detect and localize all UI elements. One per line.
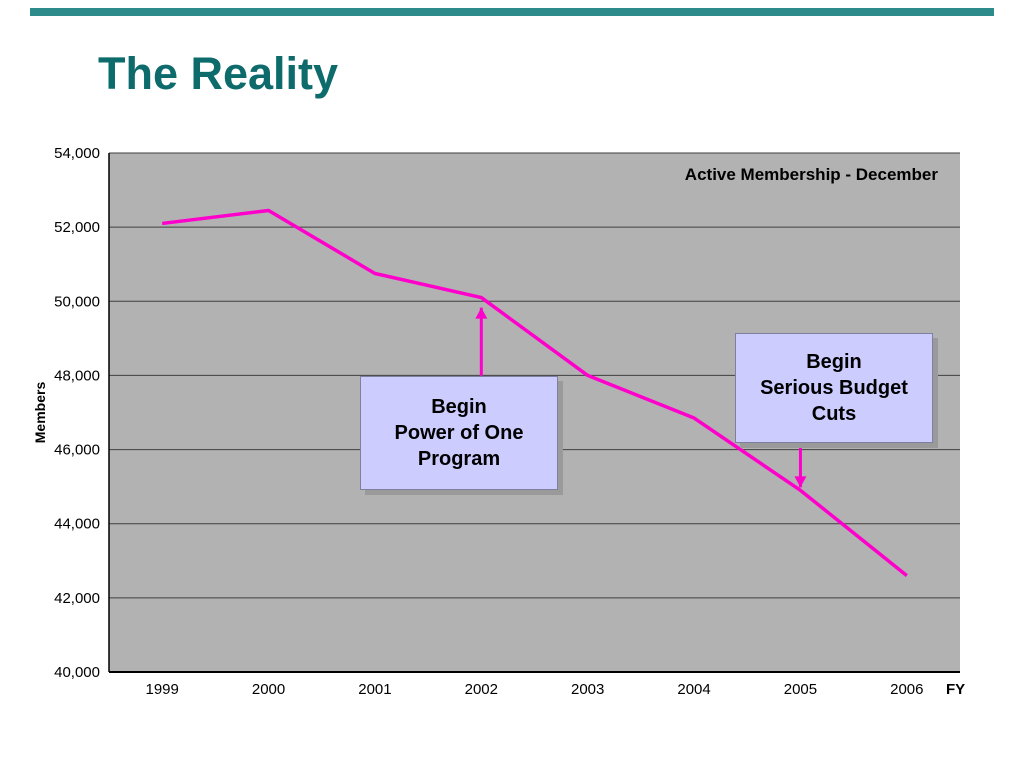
y-axis-title: Members <box>35 382 48 444</box>
y-tick-label: 46,000 <box>54 442 100 459</box>
x-tick-label: 2003 <box>571 681 604 698</box>
callout-text: Begin Power of One Program <box>394 396 524 470</box>
callout-power-of-one-program: Begin Power of One Program <box>360 376 558 490</box>
membership-line <box>161 208 908 577</box>
y-tick-label: 54,000 <box>54 145 100 162</box>
x-tick-label: 2006 <box>890 681 923 698</box>
y-tick-label: 52,000 <box>54 219 100 236</box>
page-title: The Reality <box>98 48 339 99</box>
chart-title: Active Membership - December <box>685 165 939 184</box>
y-tick-label: 44,000 <box>54 516 100 533</box>
x-tick-label: 1999 <box>146 681 179 698</box>
x-tick-label: 2000 <box>252 681 285 698</box>
callout-arrow-head <box>794 476 807 488</box>
x-tick-label: 2005 <box>784 681 817 698</box>
x-axis-title: FY <box>946 681 965 698</box>
y-tick-label: 50,000 <box>54 293 100 310</box>
callout-text: Begin Serious Budget Cuts <box>760 351 908 425</box>
callout-serious-budget-cuts: Begin Serious Budget Cuts <box>735 333 933 443</box>
y-tick-label: 40,000 <box>54 664 100 681</box>
x-tick-label: 2002 <box>465 681 498 698</box>
top-accent-bar <box>30 8 994 16</box>
y-tick-label: 42,000 <box>54 590 100 607</box>
x-tick-label: 2001 <box>358 681 391 698</box>
x-tick-label: 2004 <box>677 681 710 698</box>
callout-arrow-head <box>475 307 488 319</box>
y-tick-label: 48,000 <box>54 367 100 384</box>
